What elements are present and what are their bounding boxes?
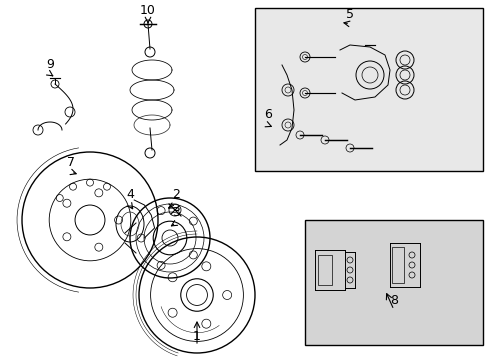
- Text: 1: 1: [193, 329, 201, 342]
- Bar: [254, 8, 482, 171]
- Text: 3: 3: [172, 207, 180, 220]
- Text: 6: 6: [264, 108, 271, 122]
- Text: 10: 10: [140, 4, 156, 17]
- Text: 9: 9: [46, 58, 54, 71]
- Text: 5: 5: [346, 8, 353, 21]
- Bar: [305, 220, 482, 345]
- Bar: [317, 255, 331, 285]
- Text: 7: 7: [67, 156, 75, 168]
- Text: 8: 8: [389, 293, 397, 306]
- Text: 2: 2: [172, 188, 180, 201]
- Bar: [391, 247, 403, 283]
- Text: 4: 4: [126, 189, 134, 202]
